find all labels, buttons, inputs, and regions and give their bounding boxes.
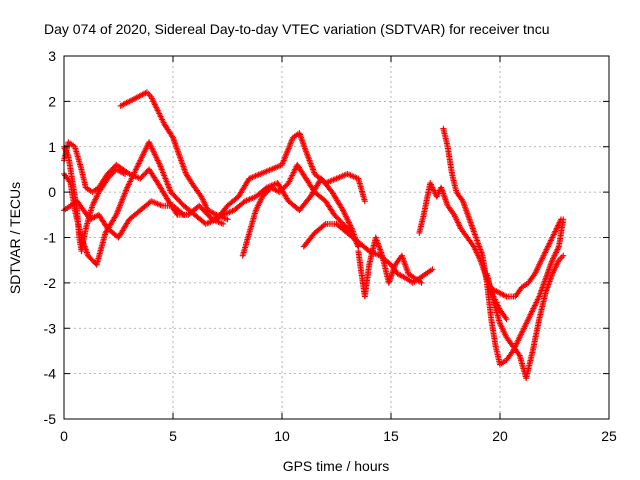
grid <box>64 56 609 419</box>
y-tick-label: -4 <box>44 366 57 382</box>
x-tick-label: 15 <box>383 428 399 444</box>
y-tick-label: -1 <box>44 230 57 246</box>
series-markers <box>355 234 425 300</box>
y-tick-label: 0 <box>48 184 56 200</box>
y-tick-label: -2 <box>44 275 57 291</box>
series-sat-e <box>117 89 231 223</box>
series-markers <box>483 252 567 382</box>
series-sat-n <box>486 216 565 300</box>
x-axis-label: GPS time / hours <box>283 458 390 474</box>
y-tick-label: 1 <box>48 139 56 155</box>
series-markers <box>486 216 565 300</box>
x-tick-label: 10 <box>274 428 290 444</box>
x-tick-label: 5 <box>169 428 177 444</box>
chart-title: Day 074 of 2020, Sidereal Day-to-day VTE… <box>44 21 550 37</box>
series-markers <box>209 175 362 250</box>
series-sat-l <box>440 125 567 368</box>
y-axis-label: SDTVAR / TECUs <box>7 182 23 294</box>
series-markers <box>117 89 231 223</box>
series-sat-h <box>209 175 362 250</box>
y-tick-label: 3 <box>48 48 56 64</box>
x-tick-label: 25 <box>601 428 617 444</box>
data-points <box>61 89 567 382</box>
series-markers <box>440 125 567 368</box>
axis-ticks: 0 5 10 15 20 25 -5 -4 -3 -2 -1 0 1 2 3 <box>44 48 617 444</box>
series-sat-j <box>355 234 425 300</box>
x-tick-label: 20 <box>492 428 508 444</box>
y-tick-label: 2 <box>48 93 56 109</box>
y-tick-label: -3 <box>44 320 57 336</box>
x-tick-label: 0 <box>60 428 68 444</box>
series-sat-m <box>483 252 567 382</box>
y-tick-label: -5 <box>44 411 57 427</box>
